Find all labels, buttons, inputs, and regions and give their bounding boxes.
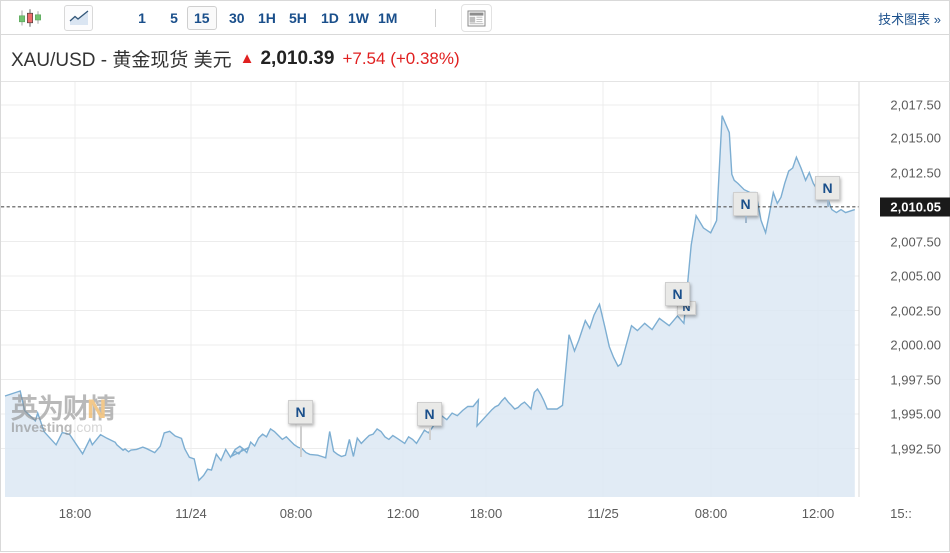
svg-text:Investing.com: Investing.com <box>11 419 103 435</box>
